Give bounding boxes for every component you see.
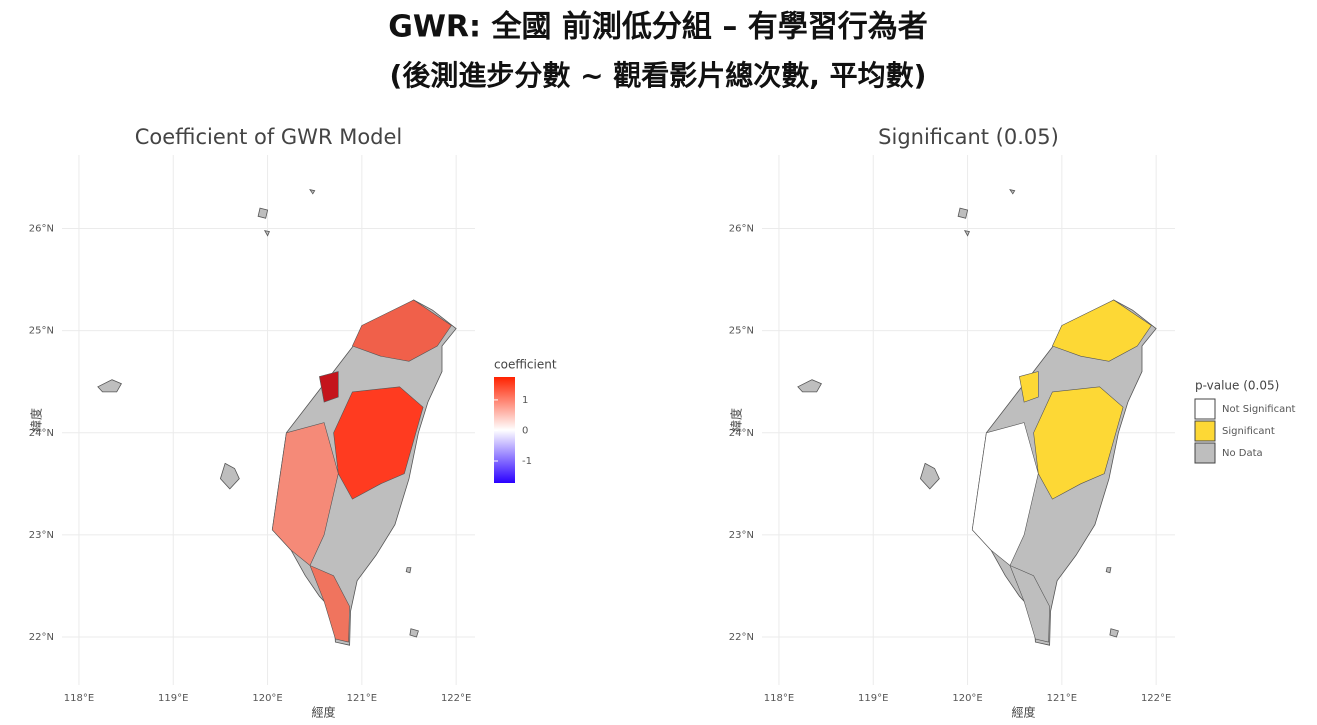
island bbox=[919, 462, 940, 490]
region bbox=[1019, 371, 1039, 403]
y-tick-label: 22°N bbox=[729, 632, 754, 643]
region bbox=[1033, 386, 1124, 500]
x-axis-label: 經度 bbox=[311, 705, 335, 720]
region bbox=[319, 371, 339, 403]
colorbar-label: -1 bbox=[522, 456, 532, 467]
island bbox=[797, 379, 822, 393]
island bbox=[263, 230, 270, 237]
x-tick-label: 122°E bbox=[441, 693, 471, 704]
region bbox=[1009, 564, 1050, 643]
colorbar bbox=[494, 377, 515, 483]
legend-key bbox=[1194, 442, 1216, 464]
legend-label: Not Significant bbox=[1222, 404, 1296, 415]
legend-title: coefficient bbox=[494, 358, 557, 372]
legend-key bbox=[1194, 398, 1216, 420]
region bbox=[333, 386, 424, 500]
island bbox=[963, 230, 970, 237]
island bbox=[405, 567, 412, 574]
island bbox=[1105, 567, 1112, 574]
y-tick-label: 25°N bbox=[29, 326, 54, 337]
y-tick-label: 23°N bbox=[729, 530, 754, 541]
legend-label: No Data bbox=[1222, 448, 1263, 459]
region bbox=[309, 564, 350, 643]
island bbox=[957, 207, 969, 219]
island bbox=[257, 207, 269, 219]
colorbar-label: 1 bbox=[522, 395, 528, 406]
island bbox=[219, 462, 240, 490]
panel-title: Coefficient of GWR Model bbox=[135, 125, 403, 149]
x-tick-label: 119°E bbox=[858, 693, 888, 704]
x-tick-label: 121°E bbox=[1047, 693, 1077, 704]
y-tick-label: 22°N bbox=[29, 632, 54, 643]
y-axis-label: 緯度 bbox=[29, 408, 44, 432]
legend-title: p-value (0.05) bbox=[1195, 379, 1279, 393]
island bbox=[409, 628, 419, 638]
y-tick-label: 25°N bbox=[729, 326, 754, 337]
y-tick-label: 26°N bbox=[29, 224, 54, 235]
island bbox=[1109, 628, 1119, 638]
x-tick-label: 119°E bbox=[158, 693, 188, 704]
y-tick-label: 23°N bbox=[29, 530, 54, 541]
y-tick-label: 26°N bbox=[729, 224, 754, 235]
region bbox=[351, 299, 452, 362]
figure-title: GWR: 全國 前測低分組 – 有學習行為者 bbox=[388, 10, 928, 45]
figure-subtitle: (後測進步分數 ~ 觀看影片總次數, 平均數) bbox=[390, 59, 927, 92]
island bbox=[309, 189, 316, 195]
legend-key bbox=[1194, 420, 1216, 442]
x-tick-label: 120°E bbox=[252, 693, 282, 704]
y-axis-label: 緯度 bbox=[729, 408, 744, 432]
legend-label: Significant bbox=[1222, 426, 1275, 437]
y-tick-label: 24°N bbox=[29, 428, 54, 439]
island bbox=[97, 379, 122, 393]
x-tick-label: 118°E bbox=[64, 693, 94, 704]
colorbar-label: 0 bbox=[522, 425, 528, 436]
panel-title: Significant (0.05) bbox=[878, 125, 1059, 149]
region bbox=[1051, 299, 1152, 362]
x-axis-label: 經度 bbox=[1011, 705, 1035, 720]
x-tick-label: 121°E bbox=[347, 693, 377, 704]
x-tick-label: 122°E bbox=[1141, 693, 1171, 704]
x-tick-label: 118°E bbox=[764, 693, 794, 704]
y-tick-label: 24°N bbox=[729, 428, 754, 439]
island bbox=[1009, 189, 1016, 195]
x-tick-label: 120°E bbox=[952, 693, 982, 704]
